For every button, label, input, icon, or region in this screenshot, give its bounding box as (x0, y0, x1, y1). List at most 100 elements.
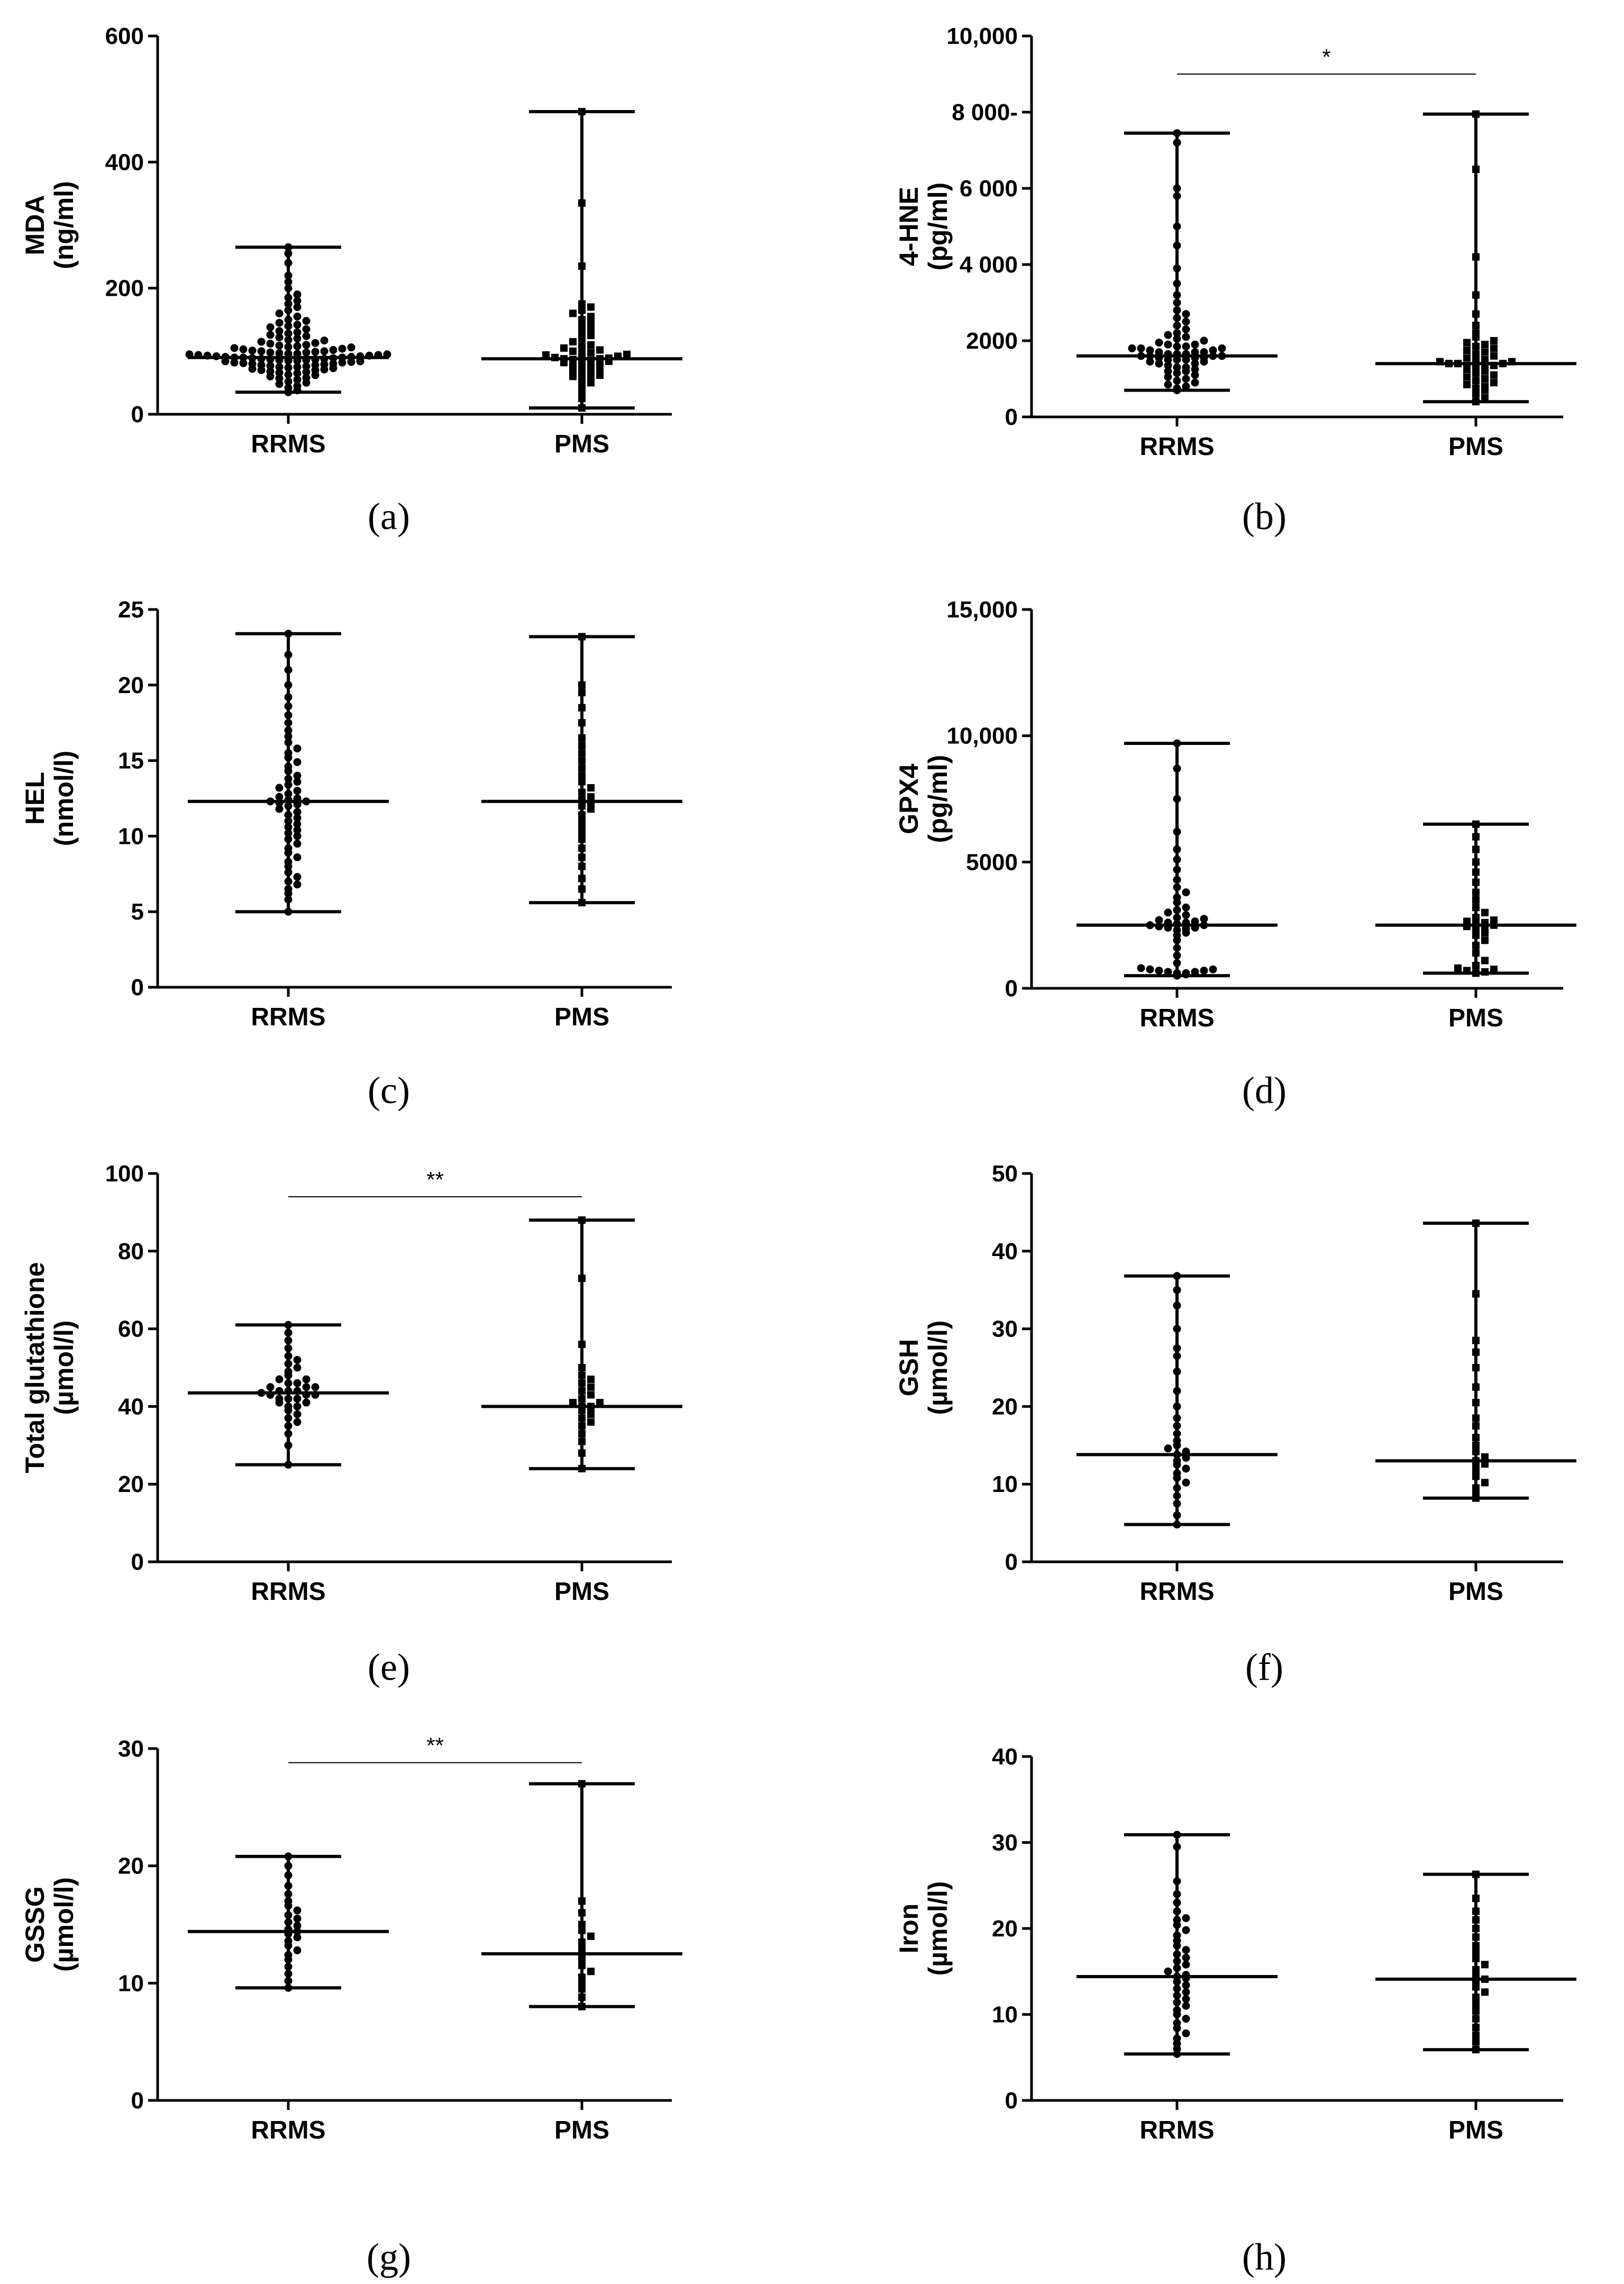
data-point-square (1481, 356, 1489, 363)
data-point-square (587, 367, 595, 375)
data-point-circle (1200, 915, 1208, 923)
data-point-circle (329, 345, 337, 354)
data-point-circle (293, 814, 302, 822)
y-tick-label: 15 (118, 748, 144, 774)
y-tick-label: 20 (118, 672, 144, 698)
x-category-label: PMS (1448, 433, 1503, 461)
panel-c: 0 5 10 15 20 25 RRMS PMS HEL (nmol/l) (c) (20, 597, 682, 1112)
data-point-circle (1164, 367, 1172, 376)
y-tick-label: 200 (105, 276, 144, 302)
panel-label: (c) (368, 1069, 410, 1112)
data-point-circle (293, 381, 302, 390)
data-point-circle (293, 363, 302, 371)
data-point-square (560, 344, 568, 352)
data-point-circle (1164, 908, 1172, 917)
significance-label: ** (426, 1733, 444, 1758)
data-point-circle (293, 1922, 302, 1930)
data-point-square (587, 1932, 595, 1940)
data-point-square (542, 351, 550, 359)
data-point-circle (1182, 310, 1190, 319)
data-point-circle (1182, 1464, 1190, 1473)
data-point-circle (257, 361, 266, 369)
data-point-square (569, 372, 577, 380)
y-axis-title-line1: GSH (894, 1339, 924, 1396)
y-tick-label: 20 (118, 1853, 144, 1879)
data-point-circle (1182, 363, 1190, 371)
data-point-square (596, 1399, 604, 1407)
x-category-label: RRMS (251, 1003, 325, 1031)
data-point-square (1490, 379, 1498, 387)
y-axis-title-line2: (ng/ml) (49, 181, 79, 269)
data-point-circle (1191, 378, 1199, 387)
data-point-circle (275, 319, 284, 327)
data-point-circle (293, 1363, 302, 1372)
y-tick-label: 30 (992, 1316, 1018, 1342)
data-point-circle (293, 328, 302, 336)
data-point-circle (275, 380, 284, 388)
data-point-square (1490, 337, 1498, 344)
x-category-label: PMS (1448, 1004, 1503, 1032)
data-point-circle (266, 367, 275, 376)
data-point-circle (293, 880, 302, 889)
data-point-circle (320, 336, 329, 345)
data-point-circle (293, 312, 302, 321)
y-tick-label: 25 (118, 597, 144, 623)
data-point-circle (1164, 1444, 1172, 1453)
data-point-circle (275, 374, 284, 383)
data-point-circle (275, 363, 284, 371)
data-point-circle (302, 341, 311, 349)
data-point-circle (302, 374, 311, 382)
data-point-square (587, 793, 595, 801)
data-point-square (569, 347, 577, 355)
data-point-circle (329, 360, 337, 368)
data-point-circle (320, 347, 329, 356)
data-point-circle (293, 853, 302, 861)
x-category-label: PMS (554, 430, 609, 458)
y-tick-label: 30 (992, 1830, 1018, 1856)
data-point-circle (293, 297, 302, 305)
panel-a: 0 200 400 600 RRMS PMS MDA (ng/ml) (a) (20, 23, 682, 538)
y-tick-label: 10,000 (946, 23, 1018, 49)
y-tick-label: 50 (992, 1161, 1018, 1187)
y-tick-label: 60 (118, 1316, 144, 1342)
panel-label: (g) (367, 2236, 411, 2278)
data-point-square (587, 1391, 595, 1399)
data-point-circle (1200, 348, 1208, 357)
y-tick-label: 5 (131, 899, 144, 925)
panel-label: (f) (1245, 1646, 1283, 1688)
data-point-circle (293, 744, 302, 753)
data-point-circle (275, 784, 284, 792)
data-point-circle (1164, 361, 1172, 370)
y-tick-label: 30 (118, 1736, 144, 1762)
data-point-circle (1182, 1981, 1190, 1989)
data-point-circle (1146, 346, 1154, 354)
data-point-square (587, 805, 595, 813)
data-point-circle (1182, 2015, 1190, 2023)
data-point-square (1490, 371, 1498, 379)
data-point-square (1481, 908, 1489, 916)
data-point-square (587, 374, 595, 381)
data-point-square (569, 361, 577, 369)
data-point-circle (1182, 342, 1190, 351)
data-point-circle (293, 1946, 302, 1954)
data-point-square (1490, 916, 1498, 924)
x-category-label: RRMS (1139, 433, 1214, 461)
data-point-circle (293, 820, 302, 829)
data-point-circle (293, 832, 302, 840)
y-tick-label: 80 (118, 1239, 144, 1264)
data-point-circle (1155, 339, 1163, 347)
data-point-circle (1155, 967, 1163, 975)
x-category-label: PMS (1448, 2116, 1503, 2144)
x-category-label: PMS (554, 1578, 609, 1606)
data-point-circle (293, 771, 302, 780)
data-point-square (1481, 1961, 1489, 1969)
data-point-circle (293, 778, 302, 786)
data-point-circle (302, 325, 311, 333)
data-point-circle (1191, 359, 1199, 368)
data-point-circle (338, 344, 346, 353)
data-point-circle (1137, 344, 1145, 352)
data-point-circle (239, 345, 248, 353)
y-tick-label: 40 (992, 1239, 1018, 1264)
data-point-circle (302, 1383, 311, 1391)
y-tick-label: 20 (992, 1916, 1018, 1942)
